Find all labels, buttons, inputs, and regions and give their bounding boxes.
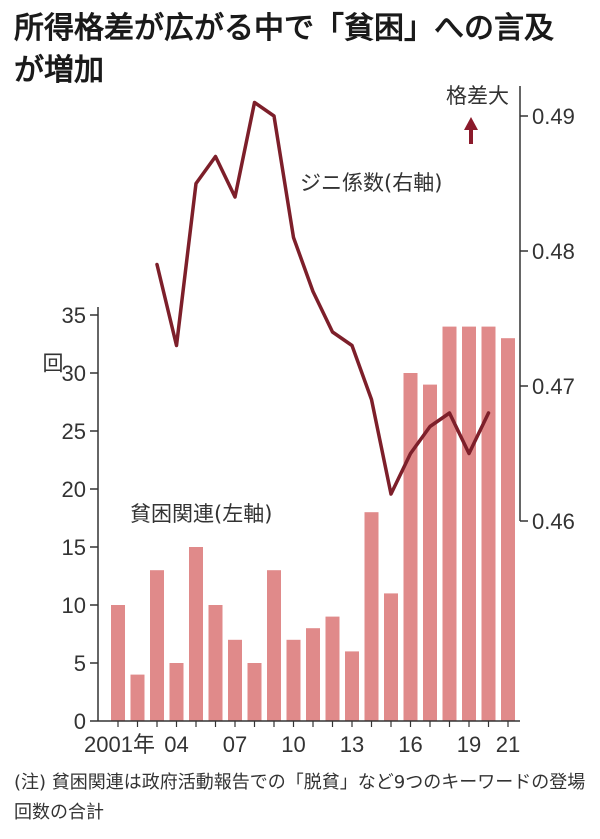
bar	[286, 639, 301, 721]
bar	[189, 547, 203, 721]
left-axis: 0 5 10 15 20 25 30 35	[62, 303, 99, 734]
x-tick-label: 07	[223, 732, 247, 757]
x-tick-label: 10	[281, 732, 305, 757]
footnote: (注) 貧困関連は政府活動報告での「脱貧」など9つのキーワードの登場回数の合計	[14, 772, 586, 823]
x-axis: 2001年 04 07 10 13 16 19 21	[84, 720, 520, 757]
x-tick-label: 21	[496, 732, 520, 757]
bar	[501, 338, 515, 721]
left-tick-label: 15	[62, 535, 86, 560]
chart-title: 所得格差が広がる中で「貧困」への言及が増加	[14, 11, 554, 88]
x-tick-label: 13	[340, 732, 364, 757]
bar	[150, 570, 164, 721]
bar	[111, 605, 125, 721]
right-tick-label: 0.46	[532, 509, 575, 534]
annotation-label: 格差大	[446, 84, 509, 108]
bar	[364, 512, 379, 721]
right-tick-label: 0.48	[532, 239, 575, 264]
left-tick-label: 35	[62, 303, 86, 328]
left-tick-label: 20	[62, 477, 86, 502]
bar	[208, 605, 223, 721]
right-axis: 0.46 0.47 0.48 0.49	[519, 86, 575, 534]
right-tick-label: 0.47	[532, 374, 575, 399]
right-tick-label: 0.49	[532, 104, 575, 129]
x-tick-label: 16	[398, 732, 422, 757]
bar	[403, 373, 418, 721]
bar	[247, 663, 262, 721]
left-tick-label: 5	[74, 651, 86, 676]
bar	[384, 593, 398, 721]
left-tick-label: 30	[62, 361, 86, 386]
bar-series	[111, 326, 515, 721]
left-axis-unit: 回	[40, 352, 64, 373]
line-series	[155, 100, 491, 496]
bar	[267, 570, 281, 721]
left-tick-label: 25	[62, 419, 86, 444]
bar	[423, 384, 437, 721]
bar	[345, 651, 359, 721]
bar-series-label: 貧困関連(左軸)	[130, 502, 272, 526]
bar	[481, 326, 496, 721]
gini-line	[155, 100, 491, 496]
x-tick-label: 04	[164, 732, 188, 757]
bar	[306, 628, 320, 721]
bar	[169, 663, 184, 721]
bar	[442, 326, 457, 721]
bar	[130, 674, 145, 721]
x-tick-label: 19	[457, 732, 481, 757]
left-tick-label: 0	[74, 709, 86, 734]
left-tick-label: 10	[62, 593, 86, 618]
bar	[228, 639, 242, 721]
line-series-label: ジニ係数(右軸)	[300, 171, 442, 195]
up-arrow-icon	[464, 117, 478, 144]
x-tick-label: 2001年	[84, 732, 155, 757]
bar	[325, 616, 340, 721]
bar	[462, 326, 476, 721]
